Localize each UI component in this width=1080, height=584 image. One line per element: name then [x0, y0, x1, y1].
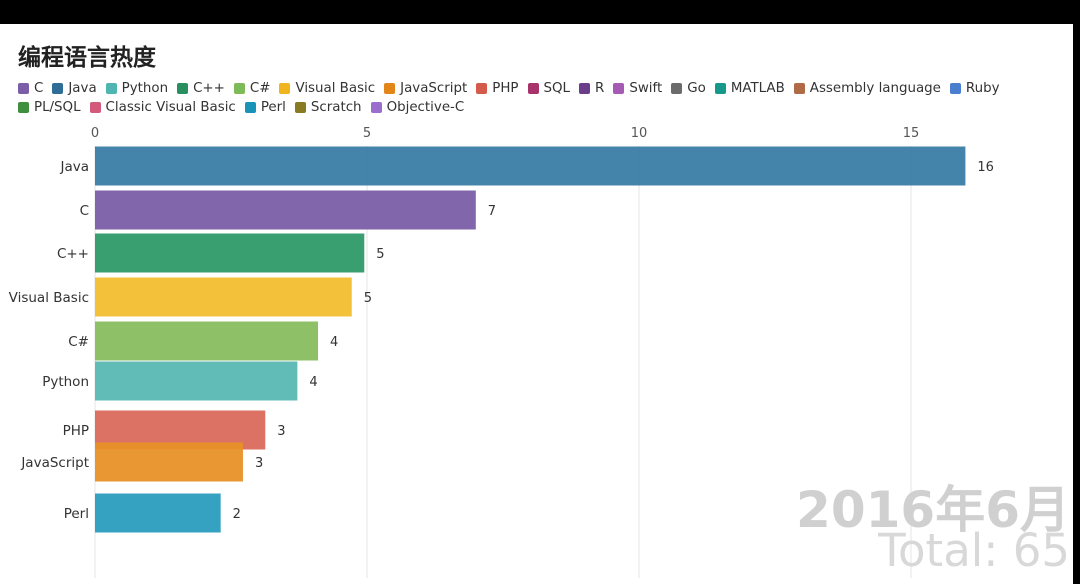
- value-label: 2: [233, 507, 241, 522]
- legend-item[interactable]: Assembly language: [793, 79, 941, 98]
- legend-item[interactable]: MATLAB: [714, 79, 785, 98]
- legend-swatch: [244, 102, 256, 113]
- value-label: 4: [309, 375, 317, 390]
- legend-label: JavaScript: [400, 81, 468, 96]
- category-label: JavaScript: [20, 455, 89, 471]
- legend-swatch: [476, 83, 488, 94]
- bar: [95, 442, 243, 482]
- value-label: 16: [977, 160, 994, 175]
- legend-swatch: [613, 83, 625, 94]
- legend-swatch: [233, 83, 245, 94]
- legend-swatch: [370, 102, 382, 113]
- legend-swatch: [714, 83, 726, 94]
- legend-item[interactable]: Java: [52, 79, 97, 98]
- category-label: C: [80, 203, 89, 219]
- legend-label: Python: [121, 81, 169, 96]
- legend-swatch: [579, 83, 591, 94]
- legend-item[interactable]: Go: [671, 79, 706, 98]
- value-label: 5: [364, 291, 372, 306]
- category-label: C++: [57, 246, 89, 262]
- legend-swatch: [294, 102, 306, 113]
- x-tick-label: 10: [631, 126, 648, 141]
- legend-item[interactable]: Swift: [613, 79, 662, 98]
- legend-swatch: [105, 83, 117, 94]
- legend-label: Perl: [260, 100, 286, 115]
- legend-item[interactable]: Python: [105, 79, 169, 98]
- legend-label: PHP: [492, 81, 519, 96]
- top-black-bar: [0, 0, 1080, 24]
- category-label: Python: [42, 374, 89, 390]
- legend-label: Assembly language: [809, 81, 941, 96]
- legend-swatch: [52, 83, 64, 94]
- category-label: Perl: [64, 506, 89, 522]
- legend-item[interactable]: PHP: [476, 79, 519, 98]
- bar: [95, 321, 319, 361]
- x-tick-label: 15: [903, 126, 920, 141]
- legend: C Java Python C++ C# Visual Basic JavaScript PH…: [18, 79, 1018, 117]
- legend-item[interactable]: Objective-C: [370, 98, 465, 117]
- bar: [95, 190, 476, 230]
- bar: [95, 233, 365, 273]
- bar: [95, 493, 221, 533]
- value-label: 3: [277, 424, 285, 439]
- legend-label: Visual Basic: [295, 81, 376, 96]
- legend-item[interactable]: PL/SQL: [18, 98, 81, 117]
- legend-label: Scratch: [310, 100, 362, 115]
- value-label: 3: [255, 456, 263, 471]
- total-label: Total: 65: [878, 524, 1070, 577]
- legend-label: Ruby: [965, 81, 1000, 96]
- chart-title: 编程语言热度: [18, 45, 156, 71]
- bar: [95, 277, 352, 317]
- legend-item[interactable]: Scratch: [294, 98, 362, 117]
- legend-swatch: [384, 83, 396, 94]
- legend-label: Java: [68, 81, 97, 96]
- value-label: 5: [376, 247, 384, 262]
- legend-label: MATLAB: [730, 81, 785, 96]
- x-tick-label: 0: [91, 126, 99, 141]
- category-label: PHP: [63, 423, 89, 439]
- legend-label: Swift: [629, 81, 663, 96]
- legend-swatch: [279, 83, 291, 94]
- legend-item[interactable]: C: [18, 79, 43, 98]
- category-label: Java: [59, 159, 89, 175]
- legend-swatch: [671, 83, 683, 94]
- value-label: 7: [488, 204, 496, 219]
- legend-item[interactable]: Classic Visual Basic: [89, 98, 236, 117]
- legend-swatch: [793, 83, 805, 94]
- legend-label: C++: [193, 81, 225, 96]
- bar: [95, 361, 298, 401]
- legend-item[interactable]: C++: [177, 79, 225, 98]
- category-label: C#: [68, 334, 89, 350]
- value-label: 4: [330, 335, 338, 350]
- legend-item[interactable]: Visual Basic: [279, 79, 375, 98]
- legend-label: C: [34, 81, 44, 96]
- legend-label: SQL: [543, 81, 571, 96]
- legend-swatch: [527, 83, 539, 94]
- legend-label: C#: [249, 81, 271, 96]
- legend-swatch: [18, 83, 29, 94]
- legend-item[interactable]: SQL: [527, 79, 571, 98]
- legend-swatch: [18, 102, 29, 113]
- legend-item[interactable]: R: [579, 79, 604, 98]
- legend-label: Objective-C: [386, 100, 465, 115]
- x-tick-label: 5: [363, 126, 371, 141]
- legend-label: PL/SQL: [34, 100, 81, 115]
- bar: [95, 146, 966, 186]
- legend-label: Classic Visual Basic: [105, 100, 236, 115]
- period-label: 2016年6月: [796, 481, 1070, 539]
- category-label: Visual Basic: [9, 290, 89, 306]
- legend-item[interactable]: C#: [233, 79, 271, 98]
- legend-swatch: [89, 102, 101, 113]
- legend-label: Go: [687, 81, 706, 96]
- legend-swatch: [177, 83, 189, 94]
- legend-swatch: [949, 83, 961, 94]
- legend-item[interactable]: Ruby: [949, 79, 1000, 98]
- legend-label: R: [595, 81, 605, 96]
- legend-item[interactable]: Perl: [244, 98, 286, 117]
- legend-item[interactable]: JavaScript: [384, 79, 467, 98]
- right-black-bar: [1073, 24, 1080, 584]
